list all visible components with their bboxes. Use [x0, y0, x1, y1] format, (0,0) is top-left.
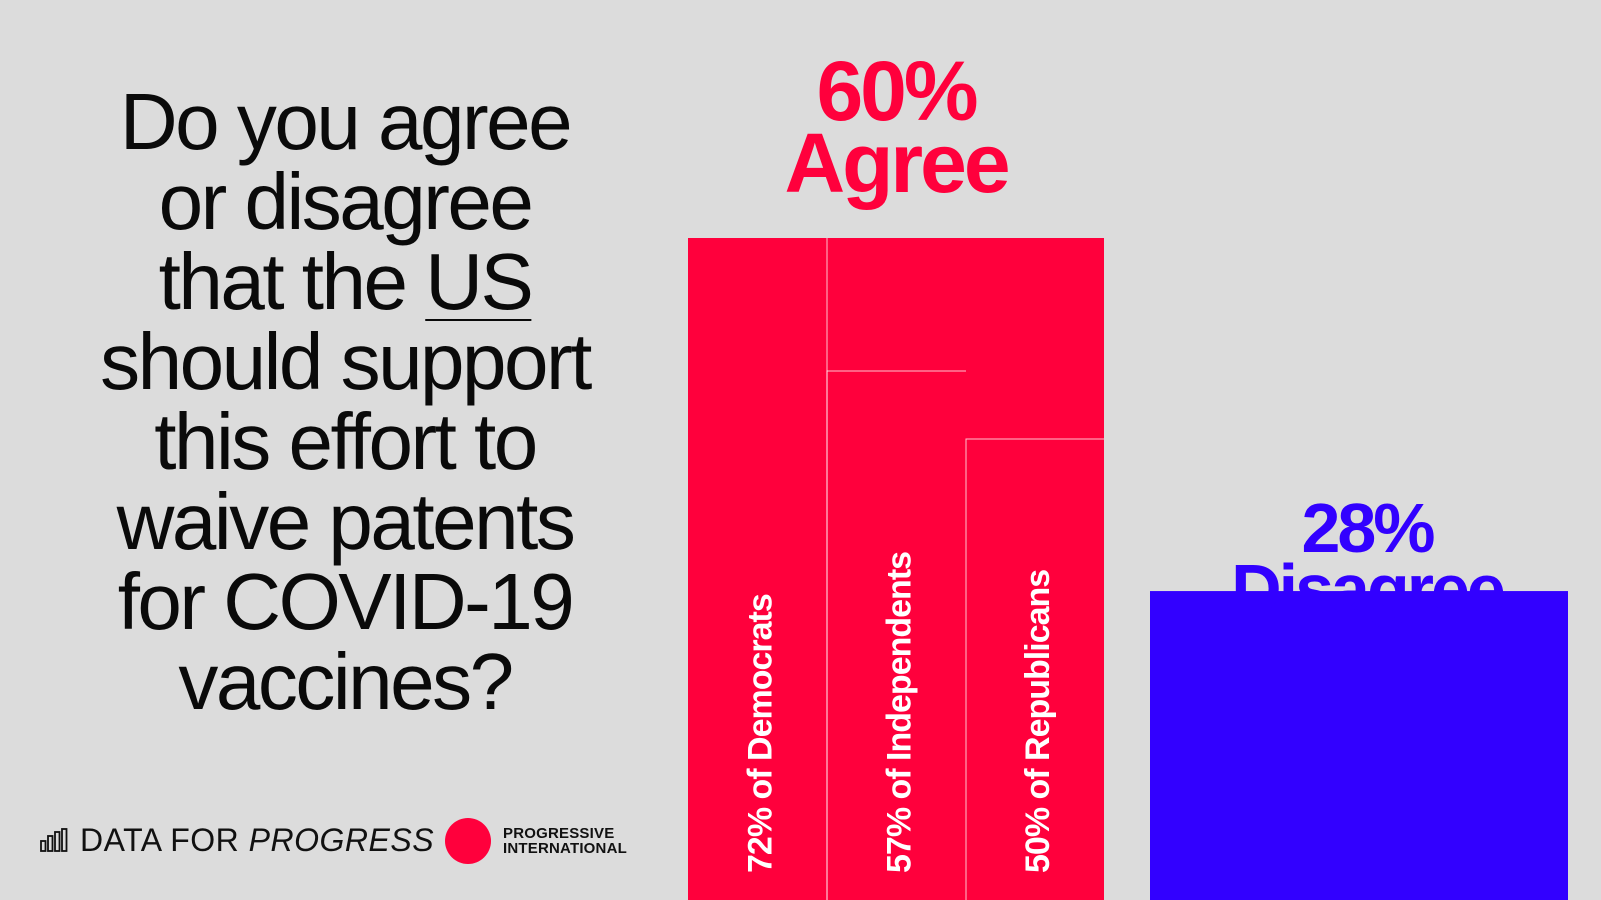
question-line: that the US	[60, 242, 630, 322]
agree-bar	[688, 238, 1104, 900]
disagree-bar	[1150, 591, 1568, 900]
question-line: waive patents	[116, 477, 576, 566]
agree-category-label: Agree	[784, 116, 1007, 210]
agree-value-label: 60%	[816, 44, 976, 138]
brand-italic: PROGRESS	[248, 821, 435, 858]
red-dot-icon	[445, 818, 491, 864]
brand-text: DATA FOR PROGRESS	[80, 822, 434, 859]
question-line: or disagree	[158, 157, 534, 246]
question-line: this effort to	[154, 397, 538, 486]
question-line: vaccines?	[178, 637, 514, 726]
subgroup-label: 50% of Republicans	[1019, 570, 1057, 873]
subgroup-label: 72% of Democrats	[742, 594, 780, 873]
question-line: should support	[100, 317, 592, 406]
brand-plain: DATA FOR	[80, 821, 240, 858]
question-title: Do you agree or disagree that the US sho…	[60, 82, 630, 722]
data-for-progress-logo: DATA FOR PROGRESS	[40, 820, 434, 860]
bar-chart-icon	[40, 828, 68, 852]
disagree-category-label: Disagree	[1231, 550, 1504, 628]
progressive-international-logo: PROGRESSIVE INTERNATIONAL	[445, 818, 627, 864]
partner-line-1: PROGRESSIVE	[503, 825, 615, 842]
question-line: Do you agree	[119, 77, 573, 166]
subgroup-label: 57% of Independents	[881, 552, 919, 873]
partner-line-2: INTERNATIONAL	[503, 840, 627, 857]
partner-name: PROGRESSIVE INTERNATIONAL	[503, 826, 627, 856]
question-underlined-word: US	[425, 237, 534, 326]
subgroup-outline	[965, 438, 1104, 900]
disagree-value-label: 28%	[1301, 489, 1434, 567]
question-fragment: that the	[158, 237, 408, 326]
question-line: for COVID-19	[117, 557, 575, 646]
